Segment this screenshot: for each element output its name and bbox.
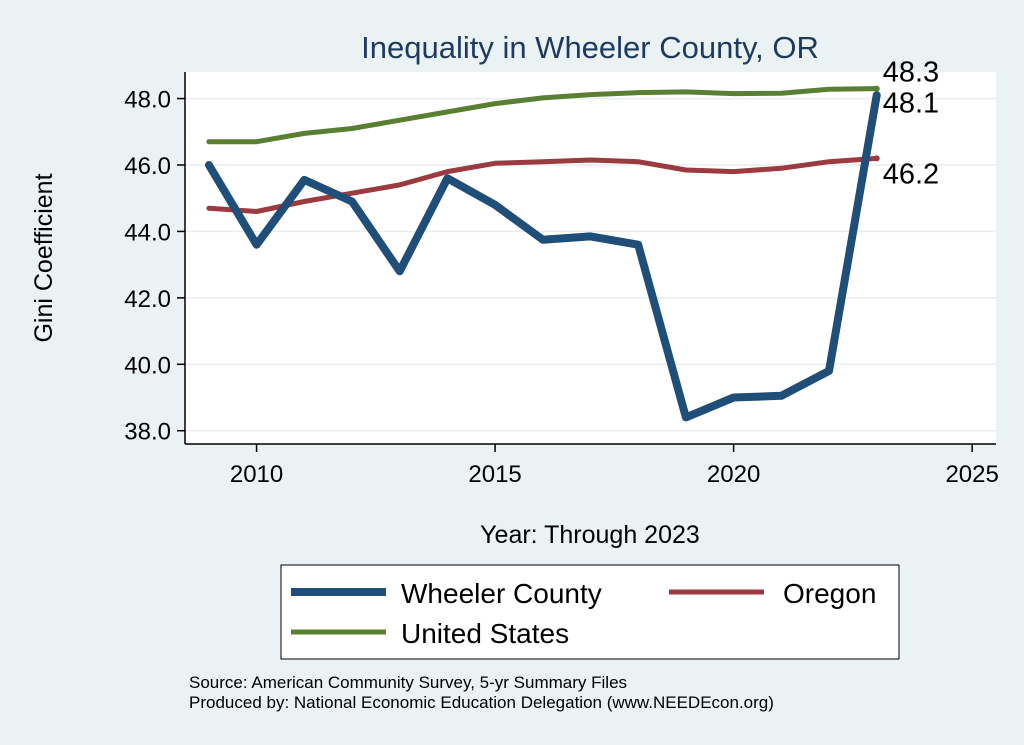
x-tick-label: 2020 [707, 461, 760, 488]
chart-title: Inequality in Wheeler County, OR [361, 30, 819, 65]
end-label-wheeler: 48.1 [883, 87, 939, 119]
x-ticks: 2010 2015 2020 2025 [230, 444, 999, 488]
series-line-wheeler [204, 91, 881, 422]
end-point-oregon [873, 155, 880, 162]
y-tick-label: 42.0 [124, 286, 171, 313]
producer-note: Produced by: National Economic Education… [189, 693, 774, 712]
legend-label-oregon: Oregon [783, 578, 876, 609]
end-label-oregon: 46.2 [883, 158, 939, 190]
series-lines [204, 86, 881, 422]
y-axis-title: Gini Coefficient [30, 173, 58, 342]
legend-box [280, 564, 900, 660]
legend-label-us: United States [401, 618, 569, 649]
end-label-us: 48.3 [883, 57, 939, 89]
end-point-wheeler [873, 92, 880, 99]
y-tick-label: 46.0 [124, 153, 171, 180]
end-labels: 48.1 46.2 48.3 [873, 57, 939, 190]
legend: Wheeler County Oregon United States [280, 564, 900, 660]
x-tick-label: 2010 [230, 461, 283, 488]
y-tick-label: 48.0 [124, 87, 171, 114]
y-tick-label: 44.0 [124, 219, 171, 246]
y-tick-label: 38.0 [124, 419, 171, 446]
legend-label-wheeler: Wheeler County [401, 578, 602, 609]
y-ticks: 38.0 40.0 42.0 44.0 46.0 48.0 [124, 87, 185, 446]
x-tick-label: 2025 [945, 461, 998, 488]
x-axis-title: Year: Through 2023 [480, 521, 700, 549]
x-tick-label: 2015 [468, 461, 521, 488]
end-point-us [873, 85, 880, 92]
series-line-us [206, 86, 880, 145]
source-note: Source: American Community Survey, 5-yr … [189, 673, 627, 692]
y-tick-label: 40.0 [124, 352, 171, 379]
series-line-oregon [206, 155, 880, 214]
gridlines [185, 97, 996, 432]
